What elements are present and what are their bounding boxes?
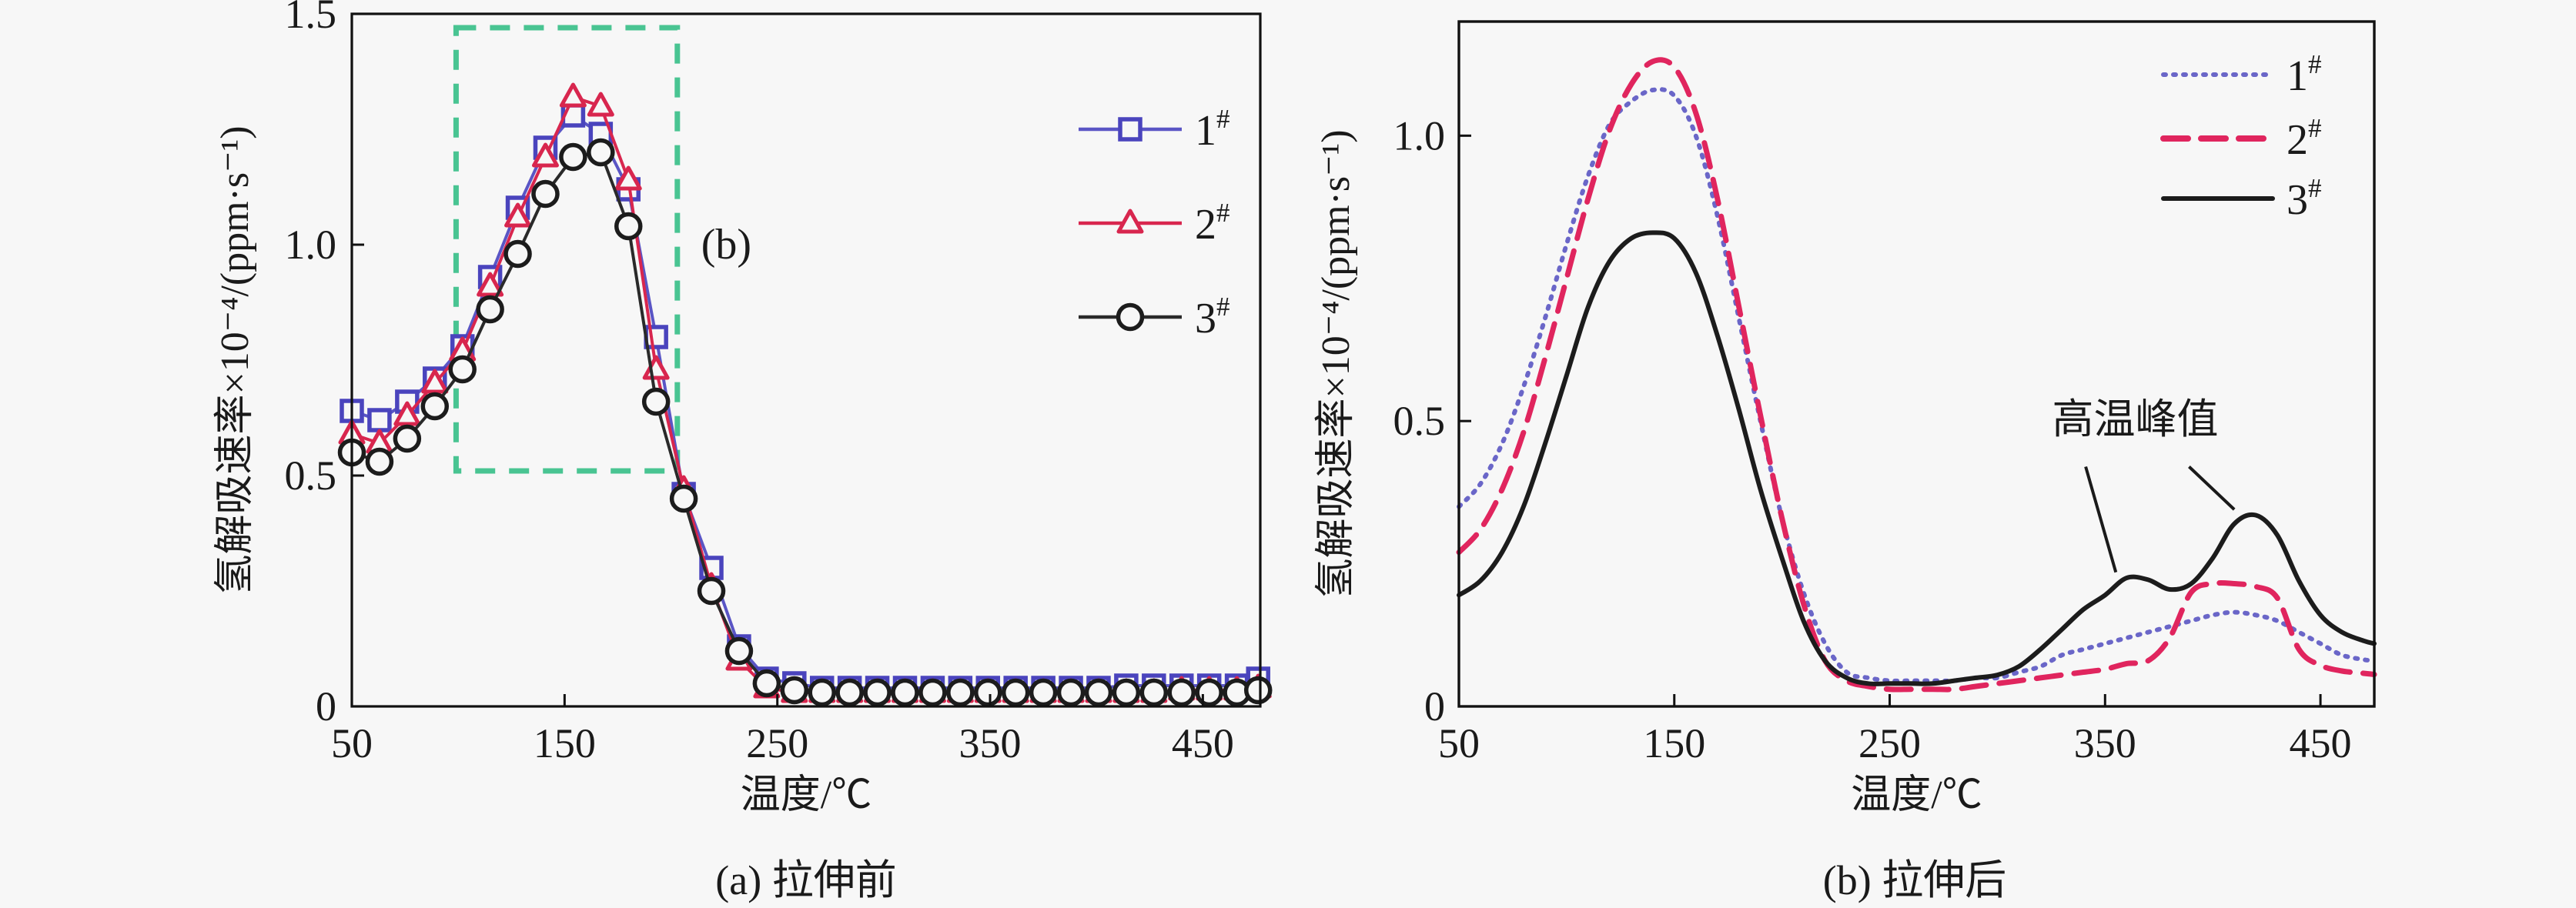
marker-circle <box>420 392 450 421</box>
panel-caption: (b) 拉伸后 <box>1823 857 2006 903</box>
legend: 1# 2# 3# <box>2160 49 2322 224</box>
marker-circle <box>891 678 919 707</box>
y-axis-title: 氢解吸速率×10⁻⁴/(ppm·s⁻¹) <box>213 125 257 594</box>
x-tick-label: 150 <box>1643 720 1705 766</box>
series-line <box>351 113 1259 689</box>
x-tick-label: 250 <box>746 720 808 766</box>
legend-label: 1# <box>2287 49 2322 100</box>
marker-triangle <box>504 202 532 228</box>
marker-circle <box>697 576 726 606</box>
marker-circle <box>614 212 643 241</box>
series-3 <box>1457 230 2377 686</box>
marker-triangle <box>1116 209 1144 234</box>
marker-circle <box>1116 302 1145 332</box>
marker-circle <box>863 678 892 707</box>
highlight-region-box <box>453 25 681 474</box>
marker-circle <box>531 179 560 209</box>
marker-triangle <box>559 82 587 108</box>
legend-label: 3# <box>1195 292 1230 342</box>
marker-circle <box>1084 678 1113 707</box>
marker-circle <box>974 678 1002 707</box>
x-tick-label: 50 <box>1438 720 1480 766</box>
marker-circle <box>559 142 587 172</box>
y-axis-title: 氢解吸速率×10⁻⁴/(ppm·s⁻¹) <box>1314 129 1358 598</box>
marker-triangle <box>477 272 504 297</box>
x-tick-label: 350 <box>959 720 1022 766</box>
marker-triangle <box>531 142 559 168</box>
marker-circle <box>1029 678 1058 707</box>
legend-label: 3# <box>2287 173 2322 224</box>
x-tick-label: 350 <box>2074 720 2136 766</box>
y-tick-label: 0 <box>1424 683 1445 729</box>
marker-circle <box>669 484 698 513</box>
marker-circle <box>724 636 754 666</box>
marker-circle <box>1112 678 1141 707</box>
marker-circle <box>587 138 615 167</box>
x-tick-label: 250 <box>1858 720 1921 766</box>
y-tick-label: 1.0 <box>1393 112 1446 159</box>
legend-label: 2# <box>1195 198 1230 249</box>
marker-circle <box>503 239 532 269</box>
marker-circle <box>1001 678 1030 707</box>
marker-triangle <box>614 165 642 191</box>
marker-circle <box>448 355 477 384</box>
series-1 <box>340 103 1270 700</box>
marker-circle <box>476 295 504 324</box>
marker-triangle <box>587 92 614 117</box>
series-3 <box>337 138 1273 707</box>
marker-square <box>644 325 668 349</box>
marker-circle <box>393 424 422 453</box>
marker-circle <box>752 669 781 698</box>
x-tick-label: 450 <box>1172 720 1234 766</box>
annotation-leader-line <box>2188 466 2236 511</box>
marker-triangle <box>393 401 421 426</box>
x-tick-label: 150 <box>534 720 596 766</box>
marker-circle <box>946 678 975 707</box>
marker-circle <box>1056 678 1086 707</box>
marker-triangle <box>642 355 670 380</box>
marker-circle <box>808 678 836 707</box>
marker-circle <box>365 447 394 476</box>
annotation-leader-line <box>2084 466 2118 573</box>
y-tick-label: 0.5 <box>1393 398 1446 444</box>
chart-panel-b: 50 150 250 350 450 0 0.5 1.0 温度/℃ 氢解吸速率×10⁻⁴/(ppm… <box>1314 20 2377 903</box>
highlight-region-label: (b) <box>701 221 751 269</box>
marker-circle <box>1139 678 1169 707</box>
series-2 <box>338 82 1272 703</box>
annotation-label: 高温峰值 <box>2052 396 2218 442</box>
series-2 <box>1456 57 2377 693</box>
y-tick-label: 1.0 <box>285 222 337 268</box>
x-tick-label: 450 <box>2290 720 2352 766</box>
marker-circle <box>918 678 947 707</box>
x-axis-title: 温度/℃ <box>741 773 871 817</box>
plot-frame <box>1457 20 2376 708</box>
series-line <box>351 95 1259 694</box>
legend-label: 2# <box>2287 113 2322 164</box>
marker-circle <box>780 676 809 705</box>
legend: 1# 2# 3# <box>1079 104 1230 342</box>
plot-frame <box>350 12 1262 708</box>
x-axis-title: 温度/℃ <box>1851 773 1982 817</box>
y-tick-label: 1.5 <box>285 0 337 37</box>
marker-square <box>1118 117 1142 142</box>
series-line <box>1457 230 2377 686</box>
legend-label: 1# <box>1195 104 1230 155</box>
marker-triangle <box>421 369 449 394</box>
marker-circle <box>1167 678 1196 707</box>
marker-square <box>367 408 392 432</box>
x-tick-label: 50 <box>331 720 373 766</box>
chart-panel-a: (b) 50 150 250 350 450 0 0.5 1.0 1.5 温度/℃ 氢解吸速率×10⁻… <box>213 0 1273 903</box>
y-tick-label: 0 <box>316 683 336 729</box>
y-tick-label: 0.5 <box>285 452 337 499</box>
series-line <box>1456 57 2377 693</box>
marker-circle <box>1243 676 1273 705</box>
marker-circle <box>835 678 864 707</box>
marker-circle <box>1195 678 1223 707</box>
panel-caption: (a) 拉伸前 <box>715 857 896 903</box>
marker-circle <box>641 387 671 416</box>
